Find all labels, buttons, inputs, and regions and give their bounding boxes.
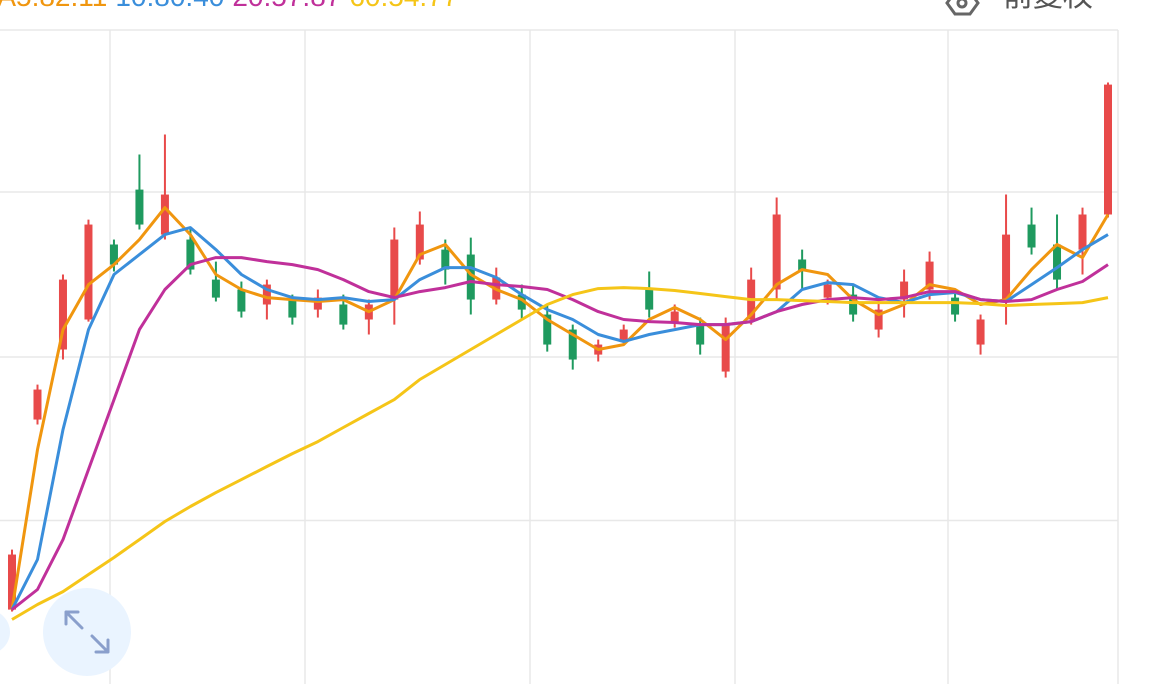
button-label[interactable]: 前复权	[1003, 0, 1093, 13]
candle-body	[84, 224, 93, 320]
candle-body	[1027, 224, 1036, 248]
legend-entry: MA5:82.11	[0, 0, 107, 12]
candle-body	[313, 297, 322, 310]
candle-body	[772, 214, 781, 290]
candle-body	[1053, 244, 1062, 280]
fullscreen-button[interactable]	[43, 588, 131, 676]
candle-body	[415, 224, 424, 260]
candle-body	[237, 289, 246, 312]
candle-body	[619, 329, 628, 340]
candle-body	[517, 294, 526, 310]
candle-body	[135, 189, 144, 225]
adjust-button[interactable]: 前复权	[945, 0, 1093, 16]
candle-body	[696, 324, 705, 345]
ma-line	[10, 226, 1109, 611]
candle-body	[721, 324, 730, 372]
plot	[0, 82, 1118, 621]
candle-body	[1104, 84, 1112, 215]
candle-body	[160, 194, 169, 235]
candle-body	[441, 249, 450, 270]
candle-body	[1078, 214, 1087, 250]
candle-body	[211, 279, 220, 298]
candle-body	[849, 294, 858, 315]
ma-line	[10, 206, 1110, 610]
candle-body	[543, 314, 552, 345]
candle-body	[58, 279, 67, 350]
candle-body	[186, 239, 195, 270]
legend-entry: 20:57.87	[232, 0, 341, 12]
candle-body	[900, 281, 909, 300]
side-button[interactable]	[0, 610, 10, 654]
candle-body	[951, 297, 960, 315]
ma-line	[11, 286, 1109, 621]
candle-body	[976, 319, 985, 345]
candle-body	[798, 259, 807, 272]
candle-body	[390, 239, 399, 300]
candle-body	[262, 284, 271, 305]
candle-body	[8, 554, 16, 610]
candle-body	[823, 284, 832, 298]
candle-body	[466, 254, 475, 300]
candle-body	[1002, 234, 1011, 300]
candle-body	[109, 244, 118, 265]
candle-body	[925, 261, 934, 290]
legend-entry: 60:54.77	[349, 0, 458, 12]
legend: MA5:82.11 10:80.40 20:57.87 60:54.77	[0, 0, 458, 12]
ma-line	[11, 256, 1109, 611]
candle-body	[288, 299, 297, 318]
candle-body	[874, 309, 883, 330]
candle-body	[645, 289, 654, 310]
candle-body	[568, 329, 577, 360]
candle-body	[670, 311, 679, 322]
candle-body	[33, 389, 42, 420]
candle-body	[339, 304, 348, 325]
legend-entry: 10:80.40	[115, 0, 224, 12]
